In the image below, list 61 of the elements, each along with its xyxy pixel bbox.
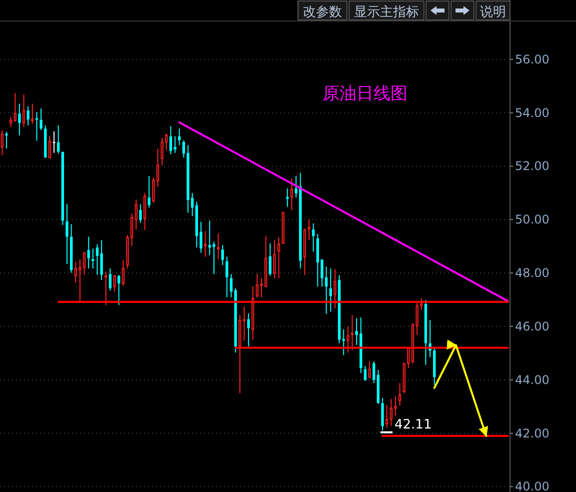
candlestick: [148, 176, 150, 208]
text: 原油日线图: [322, 84, 408, 104]
candlestick: [204, 230, 207, 258]
candlestick: [216, 233, 220, 260]
candlestick: [346, 326, 350, 354]
candlestick: [66, 204, 68, 264]
candlestick: [96, 244, 99, 276]
candlestick: [290, 178, 294, 211]
candlestick: [312, 222, 315, 252]
candlestick: [169, 126, 172, 155]
candlestick: [376, 369, 380, 404]
candlestick: [178, 128, 181, 146]
y-tick-label: 52.00: [515, 159, 550, 174]
y-tick-label: 54.00: [515, 106, 550, 120]
candlestick: [329, 268, 332, 312]
candlestick: [100, 240, 103, 280]
y-tick-label: 44.00: [515, 372, 550, 387]
candlestick: [87, 236, 90, 269]
candlestick: [394, 396, 397, 416]
y-tick-label: 42.00: [515, 426, 550, 440]
candlestick: [381, 398, 384, 431]
candlestick: [342, 328, 345, 356]
candlestick: [286, 188, 289, 208]
candlestick: [247, 312, 250, 347]
candlestick: [26, 106, 30, 126]
candlestick: [273, 240, 276, 279]
text: 说明: [480, 5, 506, 20]
candlestick: [308, 218, 310, 241]
candlestick: [385, 404, 388, 428]
candlestick: [226, 256, 228, 298]
candlestick: [174, 136, 176, 154]
candlestick: [316, 234, 320, 288]
candlestick: [82, 251, 86, 276]
y-tick-label: 40.00: [515, 480, 550, 492]
candlestick: [268, 242, 272, 276]
candlestick: [372, 360, 376, 384]
y-tick-label: 50.00: [515, 212, 550, 227]
candlestick: [108, 268, 112, 292]
candlestick: [338, 274, 341, 344]
candlestick: [104, 271, 108, 306]
candlestick: [40, 108, 42, 131]
candlestick: [334, 268, 336, 309]
candlestick: [221, 244, 224, 266]
candlestick: [350, 314, 354, 350]
candlestick: [118, 274, 120, 306]
candlestick: [18, 103, 21, 136]
candlestick: [5, 132, 8, 150]
candlestick: [186, 144, 190, 214]
candlestick: [134, 199, 138, 230]
y-tick-label: 48.00: [515, 266, 550, 280]
candlestick: [70, 224, 73, 274]
y-tick-label: 56.00: [515, 52, 550, 66]
candlestick: [238, 314, 242, 394]
annotation: 42.11: [394, 417, 432, 432]
text: 显示主指标: [354, 4, 419, 20]
candlestick: [52, 130, 56, 154]
candlestick: [242, 306, 246, 342]
text: 改参数: [303, 5, 342, 20]
candlestick: [92, 248, 94, 269]
y-tick-label: 46.00: [515, 319, 550, 334]
candlestick: [139, 204, 142, 224]
